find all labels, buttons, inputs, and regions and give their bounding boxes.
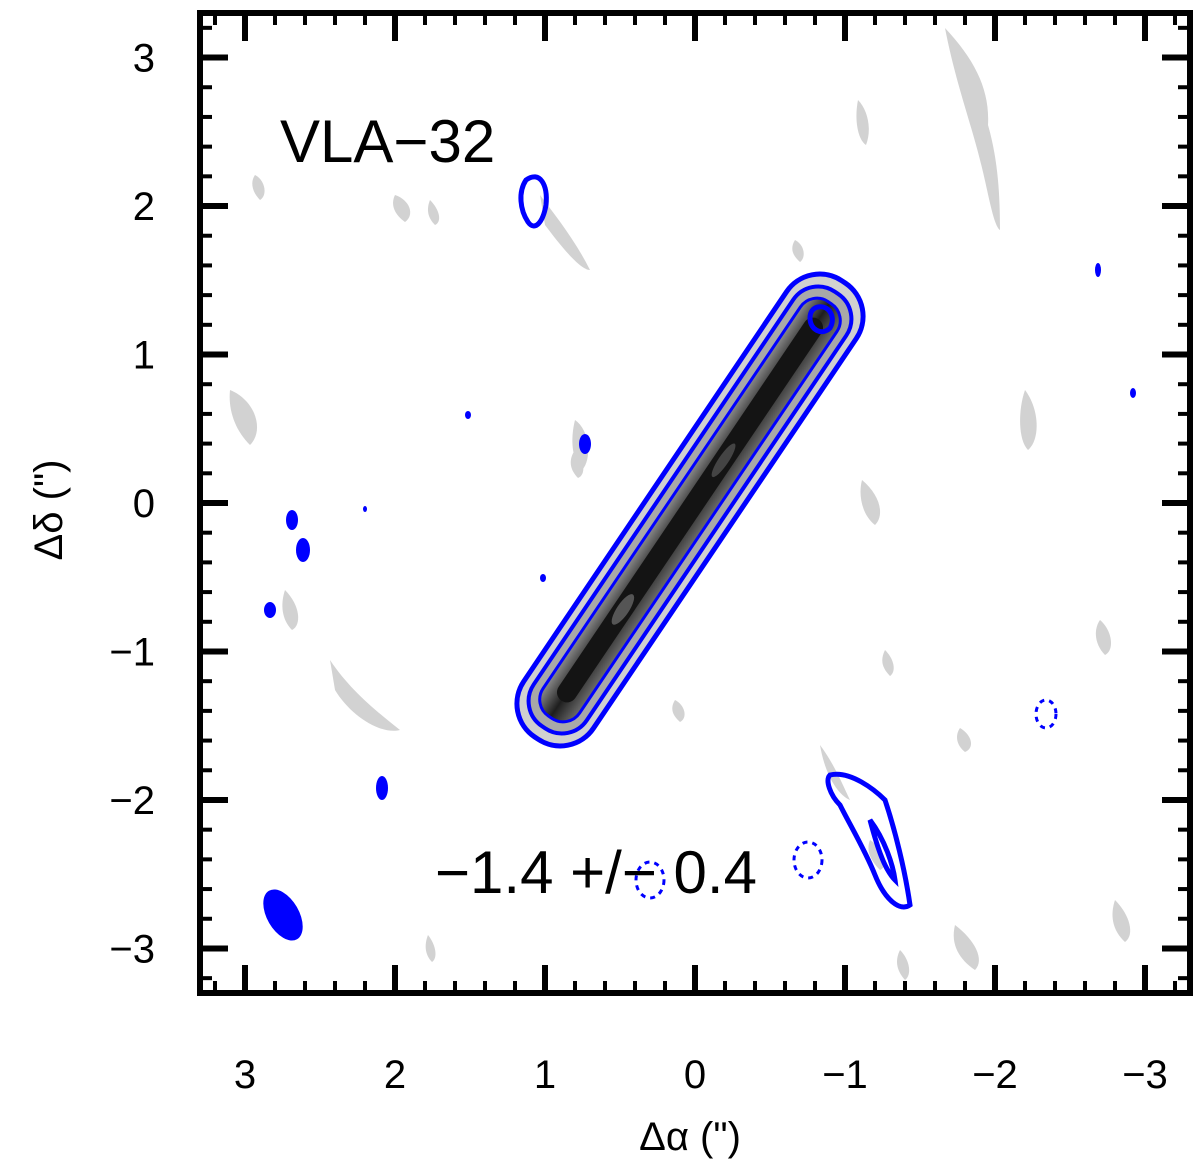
x-tick-label: −3 [1122,1053,1168,1097]
y-axis-label: Δδ (") [27,460,71,561]
y-tick-label: 1 [133,334,155,378]
x-tick-labels: 3 2 1 0 −1 −2 −3 [234,1053,1168,1097]
x-tick-label: 3 [234,1053,256,1097]
y-tick-label: −3 [109,927,155,971]
blue-filled-features [264,263,1136,800]
x-tick-label: 0 [684,1053,706,1097]
y-tick-label: 2 [133,185,155,229]
x-tick-label: −2 [972,1053,1018,1097]
x-tick-label: 1 [534,1053,556,1097]
y-tick-label: −2 [109,779,155,823]
y-tick-label: 3 [133,37,155,81]
blue-dashed-features [634,698,1058,900]
y-tick-label: −1 [109,630,155,674]
blue-contours [518,174,913,910]
x-axis-label: Δα (") [639,1115,741,1159]
axis-ticks [200,13,1190,993]
y-tick-labels: 3 2 1 0 −1 −2 −3 [109,37,155,972]
y-tick-label: 0 [133,482,155,526]
main-source [514,271,866,749]
annotation-text: −1.4 +/− 0.4 [435,839,757,906]
beam-ellipse [263,889,303,941]
source-label: VLA−32 [280,108,495,175]
x-tick-label: −1 [822,1053,868,1097]
x-tick-label: 2 [384,1053,406,1097]
